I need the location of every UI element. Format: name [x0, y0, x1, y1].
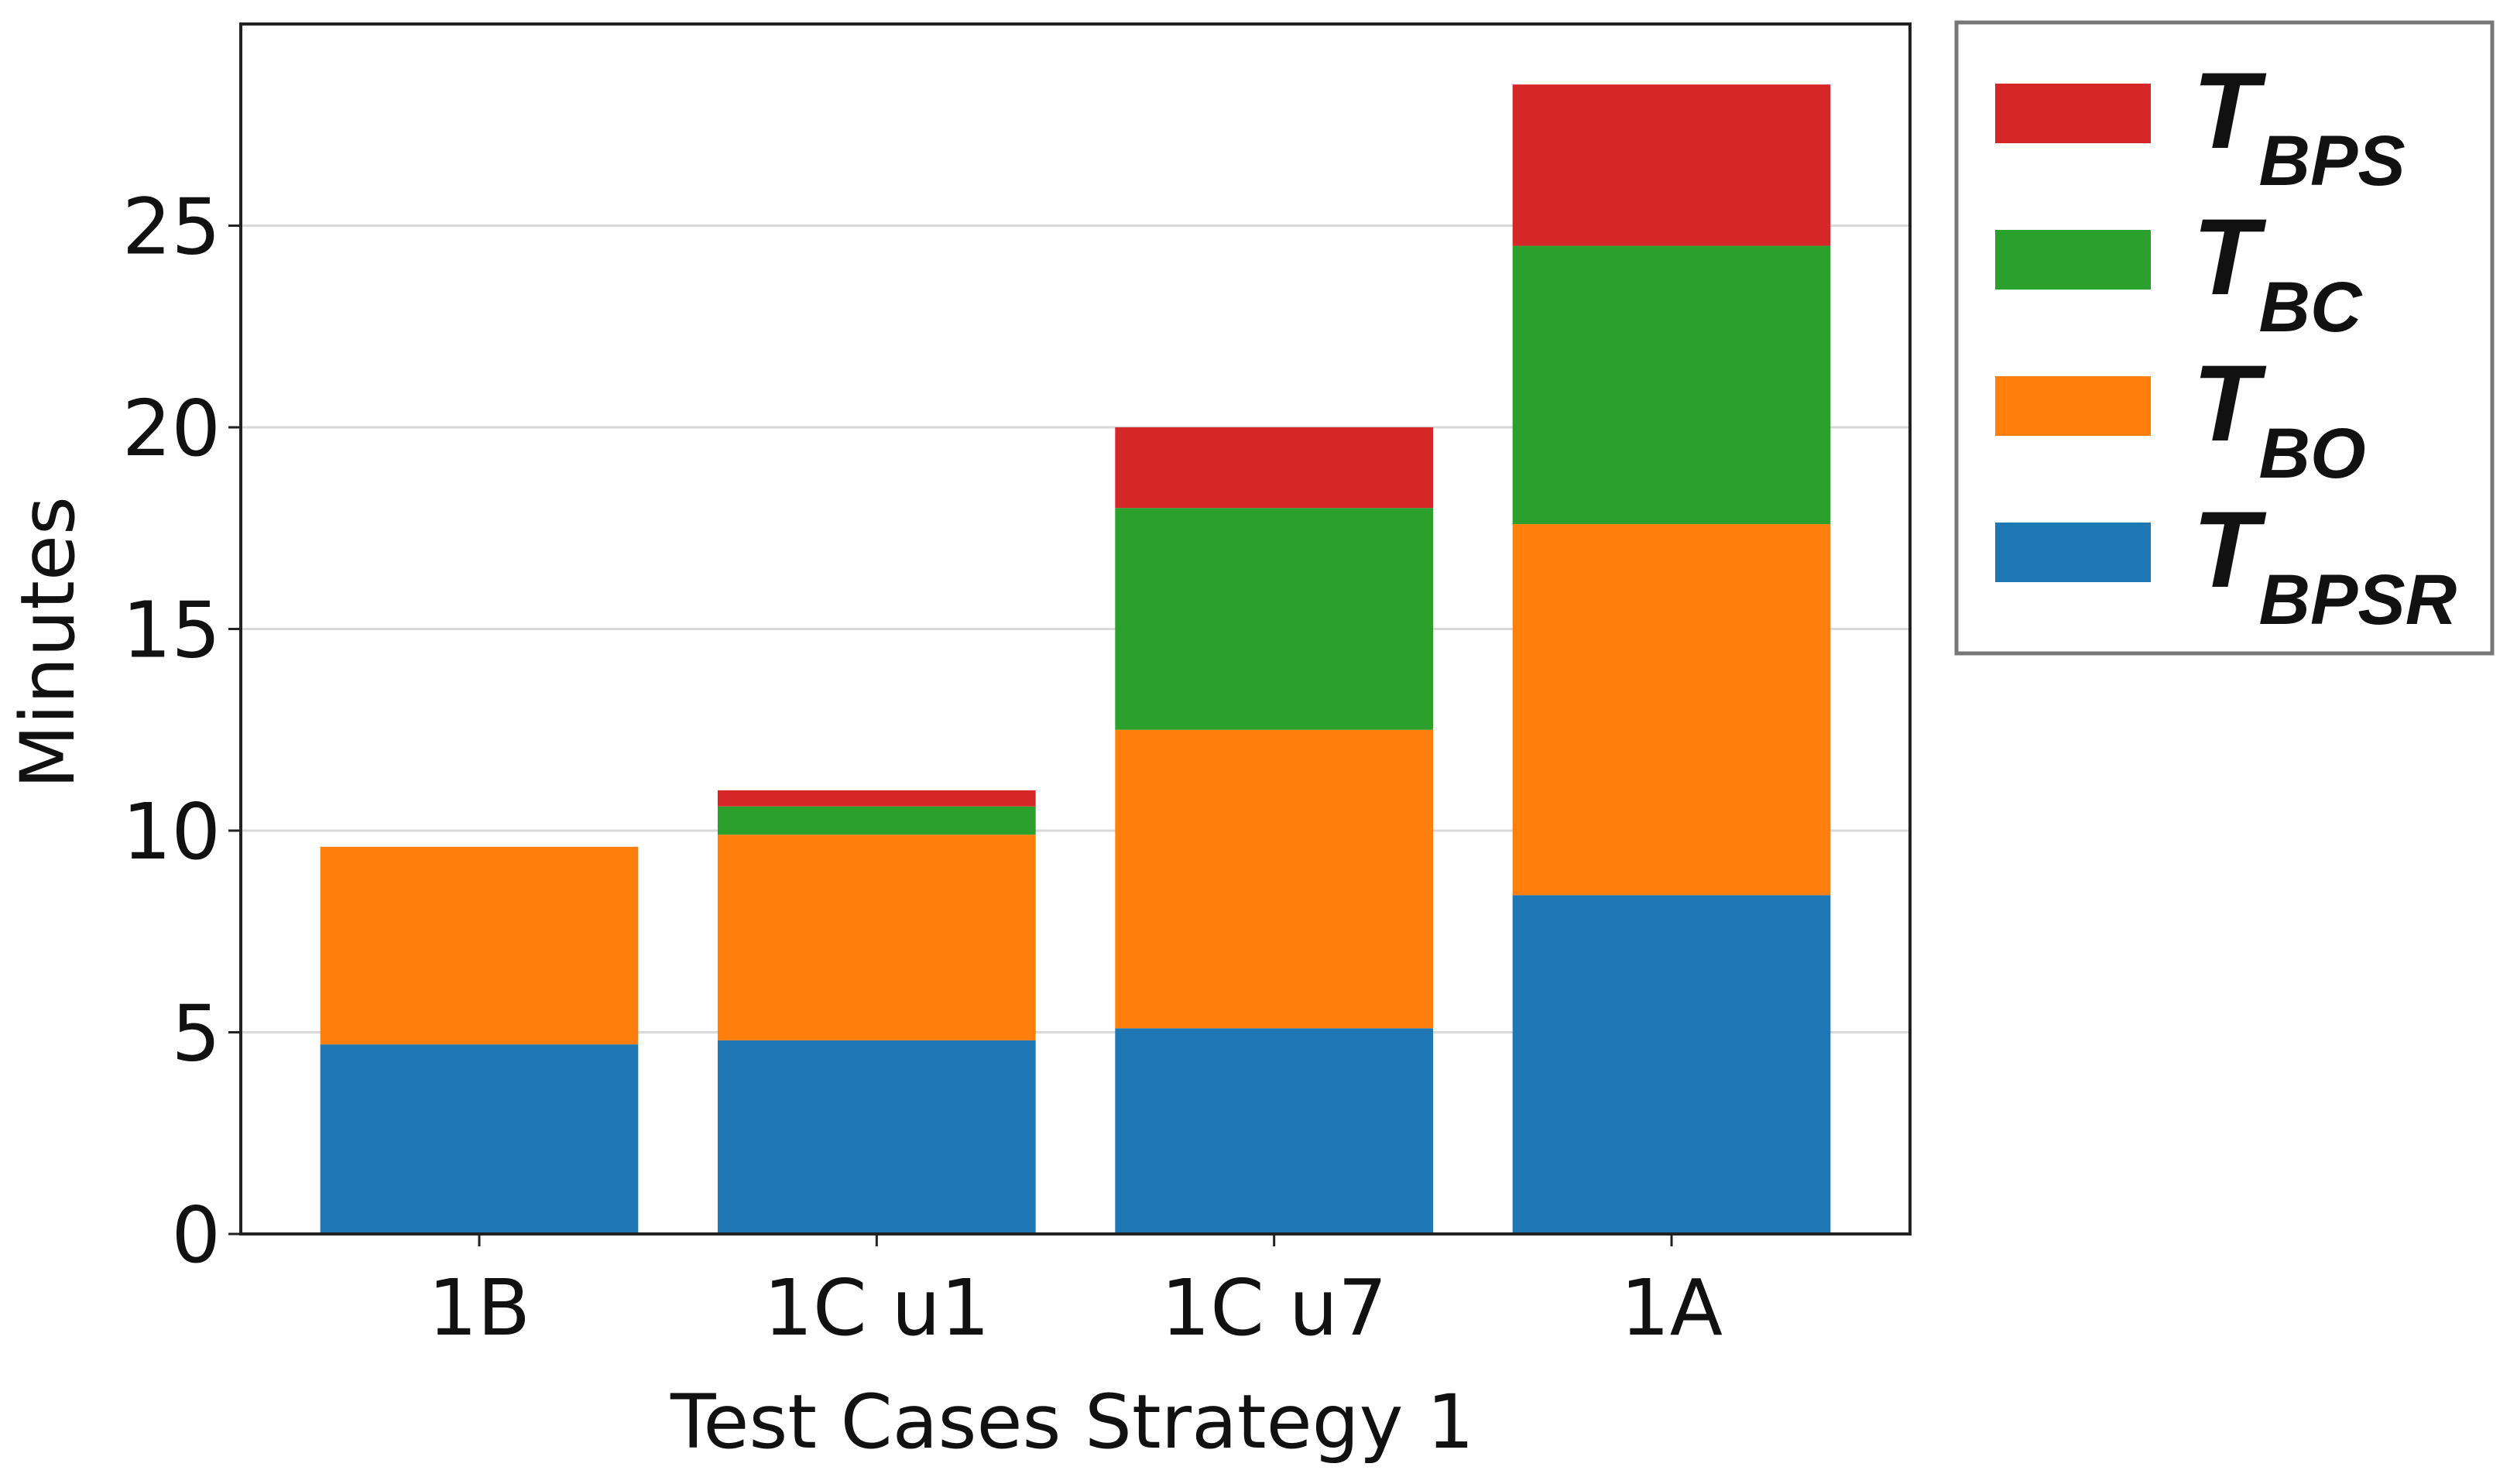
- y-tick-label: 0: [171, 1190, 221, 1280]
- bar-segment: [320, 846, 639, 1045]
- y-tick-label: 25: [122, 182, 221, 272]
- y-tick-label: 20: [122, 383, 221, 474]
- bar-segment: [1115, 729, 1433, 1029]
- y-tick-label: 15: [122, 585, 221, 676]
- legend-swatch: [1995, 84, 2151, 143]
- y-tick-label: 5: [171, 989, 221, 1079]
- bar-segment: [1115, 508, 1433, 730]
- x-tick-label: 1C u1: [763, 1263, 989, 1353]
- bar-segment: [718, 790, 1036, 807]
- x-axis-title: Test Cases Strategy 1: [670, 1379, 1474, 1465]
- bar-segment: [1115, 1028, 1433, 1234]
- bar-segment: [1115, 427, 1433, 509]
- y-axis-title: Minutes: [5, 496, 91, 789]
- bar-segment: [1512, 84, 1831, 246]
- bar-segment: [1512, 245, 1831, 525]
- plot-frame: [239, 22, 1912, 1236]
- legend-swatch: [1995, 376, 2151, 436]
- bar-segment: [718, 806, 1036, 835]
- bar-segment: [1512, 895, 1831, 1234]
- bar-segment: [718, 835, 1036, 1040]
- x-tick-label: 1A: [1620, 1263, 1723, 1353]
- legend-label: TBPS: [2193, 50, 2406, 200]
- bar-segment: [1512, 524, 1831, 896]
- bar-segment: [718, 1040, 1036, 1234]
- bar-segment: [320, 1044, 639, 1234]
- legend-label: TBC: [2193, 196, 2363, 347]
- y-tick-label: 10: [122, 787, 221, 877]
- legend-swatch: [1995, 230, 2151, 290]
- x-tick-label: 1C u7: [1161, 1263, 1387, 1353]
- x-tick-label: 1B: [428, 1263, 530, 1353]
- legend-swatch: [1995, 523, 2151, 582]
- legend-label: TBPSR: [2193, 488, 2457, 639]
- legend-label: TBO: [2193, 342, 2366, 493]
